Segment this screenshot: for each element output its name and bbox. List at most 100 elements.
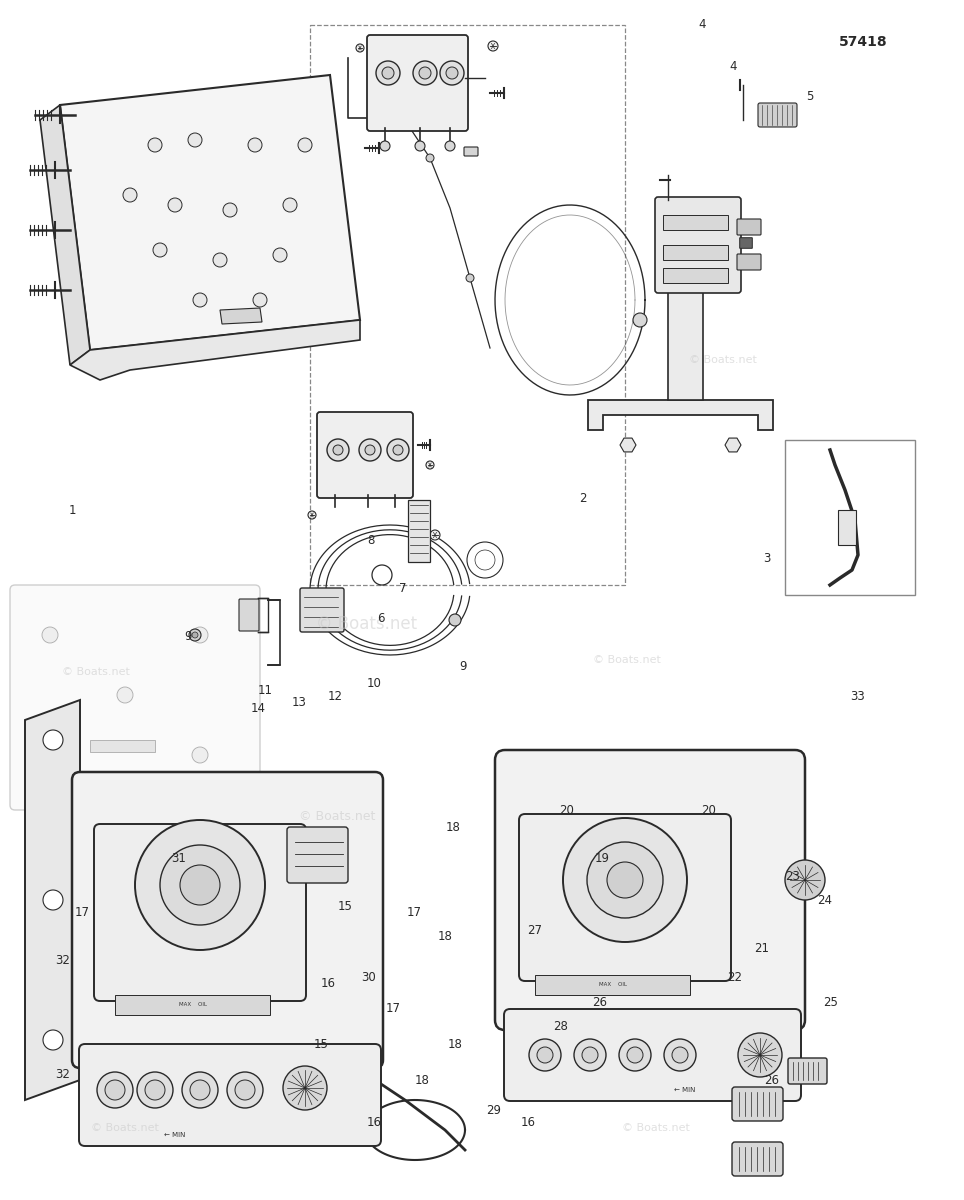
Circle shape	[43, 730, 63, 750]
Text: 26: 26	[592, 996, 607, 1008]
Bar	[90, 740, 155, 752]
Circle shape	[426, 461, 434, 469]
Circle shape	[563, 818, 687, 942]
Text: 18: 18	[415, 1074, 430, 1086]
Circle shape	[419, 67, 431, 79]
Text: 30: 30	[361, 972, 376, 984]
FancyBboxPatch shape	[737, 218, 761, 235]
Circle shape	[308, 511, 316, 518]
Polygon shape	[60, 74, 360, 350]
Text: © Boats.net: © Boats.net	[92, 1123, 159, 1133]
Circle shape	[223, 203, 237, 217]
Circle shape	[365, 445, 375, 455]
Circle shape	[42, 746, 58, 763]
Circle shape	[168, 198, 182, 212]
Polygon shape	[620, 438, 636, 452]
Text: ← MIN: ← MIN	[164, 1132, 186, 1138]
Text: 14: 14	[251, 702, 266, 714]
Text: 29: 29	[486, 1104, 501, 1116]
Text: © Boats.net: © Boats.net	[622, 1123, 689, 1133]
Polygon shape	[725, 438, 741, 452]
Circle shape	[333, 445, 343, 455]
Text: 21: 21	[754, 942, 769, 954]
Bar	[310, 25, 625, 584]
Circle shape	[253, 293, 267, 307]
Text: 33: 33	[850, 690, 866, 702]
Text: MAX    OIL: MAX OIL	[179, 1002, 207, 1008]
Text: 24: 24	[817, 894, 832, 906]
Circle shape	[145, 1080, 165, 1100]
Text: © Boats.net: © Boats.net	[689, 355, 757, 365]
Circle shape	[43, 1030, 63, 1050]
Text: 17: 17	[386, 1002, 401, 1014]
FancyBboxPatch shape	[239, 599, 259, 631]
Circle shape	[190, 1080, 210, 1100]
Circle shape	[123, 188, 137, 202]
Text: 31: 31	[171, 852, 186, 864]
Text: 18: 18	[438, 930, 453, 942]
Circle shape	[537, 1046, 553, 1063]
Text: 20: 20	[701, 804, 716, 816]
Text: 8: 8	[367, 534, 375, 546]
Text: 11: 11	[257, 684, 273, 696]
Text: 9: 9	[459, 660, 467, 672]
Circle shape	[619, 1039, 651, 1070]
Bar	[663, 215, 728, 230]
Text: 26: 26	[763, 1074, 779, 1086]
Text: 17: 17	[74, 906, 90, 918]
Text: © Boats.net: © Boats.net	[63, 667, 130, 677]
Text: 25: 25	[823, 996, 839, 1008]
Text: 15: 15	[313, 1038, 329, 1050]
Text: 6: 6	[377, 612, 385, 624]
Text: 18: 18	[445, 822, 461, 834]
FancyBboxPatch shape	[10, 584, 260, 810]
Text: MAX    OIL: MAX OIL	[599, 983, 627, 988]
Circle shape	[182, 1072, 218, 1108]
Bar	[838, 510, 856, 545]
Circle shape	[105, 1080, 125, 1100]
Bar	[663, 268, 728, 283]
FancyBboxPatch shape	[94, 824, 306, 1001]
Circle shape	[785, 860, 825, 900]
Polygon shape	[25, 700, 80, 1100]
Circle shape	[193, 293, 207, 307]
FancyBboxPatch shape	[504, 1009, 801, 1102]
Text: 57418: 57418	[839, 35, 887, 49]
FancyBboxPatch shape	[464, 146, 478, 156]
Text: 16: 16	[521, 1116, 536, 1128]
Bar	[663, 245, 728, 260]
Circle shape	[189, 629, 201, 641]
Text: 1: 1	[68, 504, 76, 516]
Text: © Boats.net: © Boats.net	[316, 614, 416, 634]
Circle shape	[738, 1033, 782, 1078]
FancyBboxPatch shape	[79, 1044, 381, 1146]
Circle shape	[415, 140, 425, 151]
Circle shape	[633, 313, 647, 326]
FancyBboxPatch shape	[367, 35, 468, 131]
Circle shape	[376, 61, 400, 85]
Circle shape	[413, 61, 437, 85]
Circle shape	[446, 67, 458, 79]
Circle shape	[430, 530, 440, 540]
Polygon shape	[40, 104, 90, 365]
Circle shape	[382, 67, 394, 79]
FancyBboxPatch shape	[72, 772, 383, 1068]
FancyBboxPatch shape	[758, 103, 797, 127]
Circle shape	[235, 1080, 255, 1100]
Circle shape	[445, 140, 455, 151]
Bar	[785, 440, 915, 595]
Circle shape	[227, 1072, 263, 1108]
Bar	[535, 974, 690, 995]
Text: 27: 27	[527, 924, 543, 936]
Text: 20: 20	[559, 804, 575, 816]
Bar	[408, 500, 430, 562]
Circle shape	[627, 1046, 643, 1063]
Text: © Boats.net: © Boats.net	[299, 810, 376, 822]
FancyBboxPatch shape	[519, 814, 731, 982]
Polygon shape	[220, 308, 262, 324]
Circle shape	[393, 445, 403, 455]
Circle shape	[273, 248, 287, 262]
Polygon shape	[588, 400, 773, 430]
Text: 10: 10	[366, 678, 382, 690]
FancyBboxPatch shape	[495, 750, 805, 1030]
